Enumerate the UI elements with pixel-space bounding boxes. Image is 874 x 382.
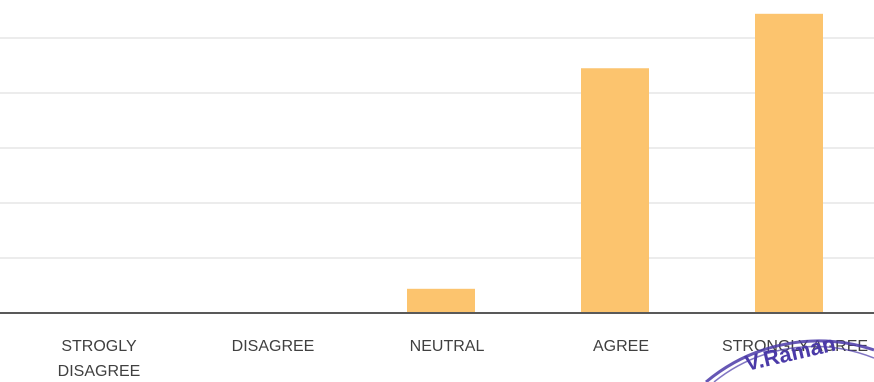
bar-3: [581, 68, 649, 313]
bar-2: [407, 288, 475, 313]
x-tick-label-1: DISAGREE: [232, 338, 315, 355]
x-tick-label-line: DISAGREE: [58, 363, 141, 380]
x-tick-label-line: NEUTRAL: [410, 338, 485, 355]
gridlines: [0, 37, 874, 259]
bar-4: [755, 13, 823, 314]
x-tick-label-line: DISAGREE: [232, 338, 315, 355]
x-tick-label-3: AGREE: [593, 338, 649, 355]
x-tick-label-line: STROGLY: [61, 338, 137, 355]
x-tick-label-line: AGREE: [593, 338, 649, 355]
x-tick-label-2: NEUTRAL: [410, 338, 485, 355]
bars: [407, 13, 823, 314]
x-tick-label-0: STROGLY DISAGREE: [58, 338, 141, 380]
